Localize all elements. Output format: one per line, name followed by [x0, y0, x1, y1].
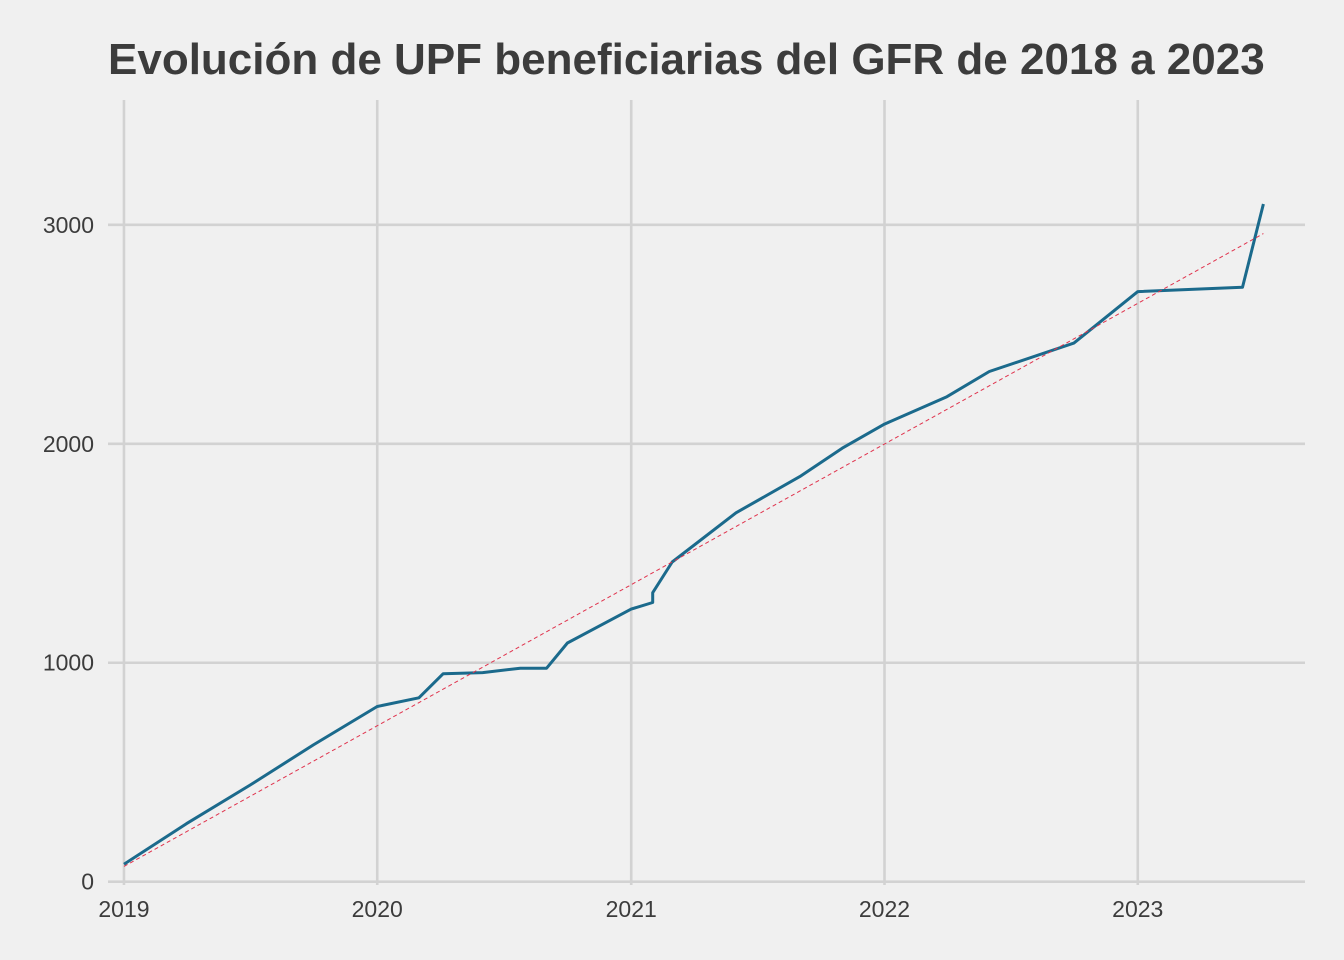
x-tick-label: 2023: [1112, 896, 1163, 922]
series-line: [123, 203, 1265, 866]
y-tick-label: 1000: [43, 650, 94, 676]
trend-line: [123, 233, 1264, 867]
x-tick-label: 2019: [98, 896, 149, 922]
x-tick-label: 2021: [606, 896, 657, 922]
x-tick-label: 2022: [859, 896, 910, 922]
x-tick-label: 2020: [352, 896, 403, 922]
y-tick-label: 3000: [43, 212, 94, 238]
y-tick-label: 0: [81, 869, 94, 895]
chart-title: Evolución de UPF beneficiarias del GFR d…: [108, 35, 1265, 84]
y-tick-label: 2000: [43, 431, 94, 457]
tick-labels: 0 1000 2000 3000 2019 2020 2021 2022 2023: [43, 212, 1164, 922]
series-layer: [123, 203, 1265, 867]
grid: [108, 100, 1305, 885]
